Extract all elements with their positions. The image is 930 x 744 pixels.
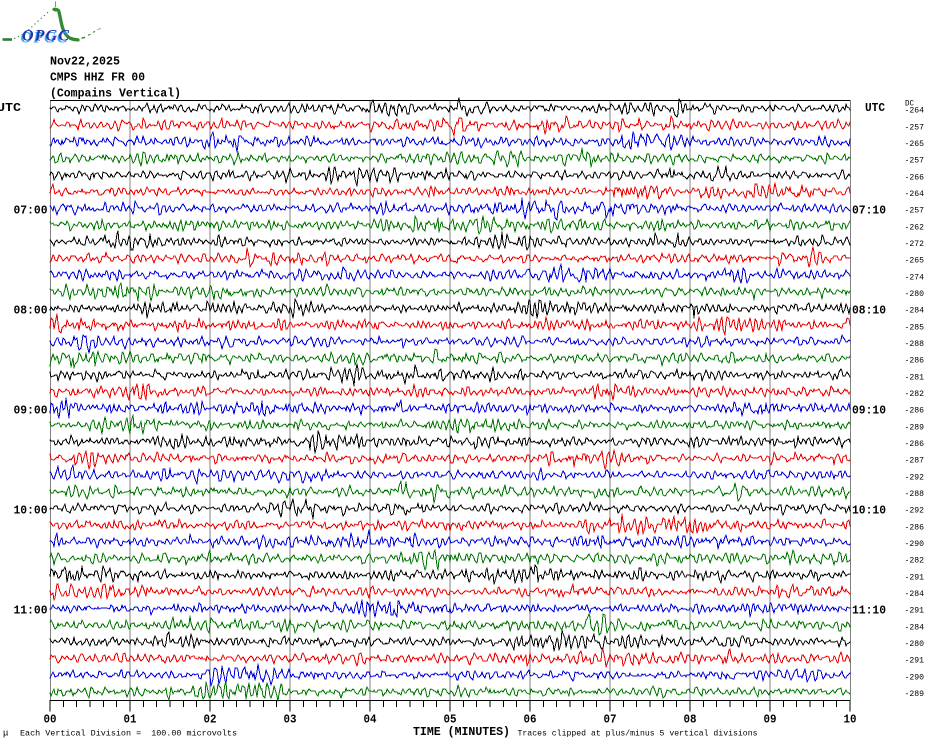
svg-text:10:00: 10:00: [14, 504, 48, 518]
svg-text:-257: -257: [905, 123, 925, 132]
svg-text:-289: -289: [905, 423, 925, 432]
svg-text:TIME (MINUTES): TIME (MINUTES): [413, 725, 510, 739]
svg-text:-284: -284: [905, 623, 925, 632]
svg-text:-257: -257: [905, 157, 925, 166]
svg-text:-282: -282: [905, 557, 925, 566]
svg-text:-291: -291: [905, 573, 925, 582]
svg-text:-281: -281: [905, 373, 925, 382]
svg-text:10: 10: [844, 713, 857, 727]
svg-text:-264: -264: [905, 190, 925, 199]
svg-text:04: 04: [364, 713, 377, 727]
svg-text:DC: DC: [905, 100, 914, 109]
svg-text:-262: -262: [905, 223, 925, 232]
svg-text:-289: -289: [905, 690, 925, 699]
svg-text:01: 01: [124, 713, 137, 727]
svg-text:06: 06: [524, 713, 537, 727]
svg-text:-280: -280: [905, 640, 925, 649]
svg-text:09: 09: [764, 713, 777, 727]
svg-text:-292: -292: [905, 507, 925, 516]
svg-text:-280: -280: [905, 290, 925, 299]
svg-text:-264: -264: [905, 107, 925, 116]
svg-text:07:10: 07:10: [852, 204, 886, 218]
svg-text:-274: -274: [905, 273, 925, 282]
svg-text:Each Vertical Division = 100.: Each Vertical Division = 100.00 microvol…: [20, 729, 237, 739]
svg-text:-257: -257: [905, 207, 925, 216]
svg-text:-292: -292: [905, 473, 925, 482]
svg-text:Nov22,2025: Nov22,2025: [50, 55, 120, 69]
svg-text:09:00: 09:00: [14, 404, 48, 418]
svg-text:-288: -288: [905, 340, 925, 349]
svg-text:08: 08: [684, 713, 697, 727]
svg-text:-272: -272: [905, 240, 925, 249]
svg-text:μ: μ: [3, 729, 9, 739]
svg-text:UTC: UTC: [0, 101, 21, 115]
svg-text:CMPS HHZ FR 00: CMPS HHZ FR 00: [50, 71, 145, 85]
svg-text:11:00: 11:00: [14, 604, 48, 618]
svg-text:(Compains Vertical): (Compains Vertical): [50, 87, 181, 101]
svg-text:-286: -286: [905, 523, 925, 532]
svg-text:-290: -290: [905, 673, 925, 682]
svg-text:-291: -291: [905, 657, 925, 666]
svg-text:03: 03: [284, 713, 297, 727]
svg-text:02: 02: [204, 713, 217, 727]
svg-text:-285: -285: [905, 323, 925, 332]
svg-text:-290: -290: [905, 540, 925, 549]
svg-text:OPGC: OPGC: [22, 28, 69, 45]
svg-text:-286: -286: [905, 407, 925, 416]
svg-text:08:10: 08:10: [852, 304, 886, 318]
svg-text:UTC: UTC: [865, 101, 885, 115]
svg-text:-266: -266: [905, 173, 925, 182]
svg-text:-288: -288: [905, 490, 925, 499]
svg-text:09:10: 09:10: [852, 404, 886, 418]
svg-text:-265: -265: [905, 140, 925, 149]
svg-text:-287: -287: [905, 457, 925, 466]
svg-text:-291: -291: [905, 607, 925, 616]
svg-text:Traces clipped at plus/minus 5: Traces clipped at plus/minus 5 vertical …: [518, 729, 758, 739]
svg-text:-284: -284: [905, 307, 925, 316]
svg-text:OPGC: OPGC: [21, 30, 68, 47]
svg-text:-286: -286: [905, 440, 925, 449]
svg-text:-286: -286: [905, 357, 925, 366]
svg-text:08:00: 08:00: [14, 304, 48, 318]
svg-text:-265: -265: [905, 257, 925, 266]
svg-text:07: 07: [604, 713, 617, 727]
svg-text:11:10: 11:10: [852, 604, 886, 618]
svg-text:10:10: 10:10: [852, 504, 886, 518]
svg-text:00: 00: [44, 713, 57, 727]
svg-text:-282: -282: [905, 390, 925, 399]
svg-text:07:00: 07:00: [14, 204, 48, 218]
svg-text:-284: -284: [905, 590, 925, 599]
svg-text:05: 05: [444, 713, 457, 727]
